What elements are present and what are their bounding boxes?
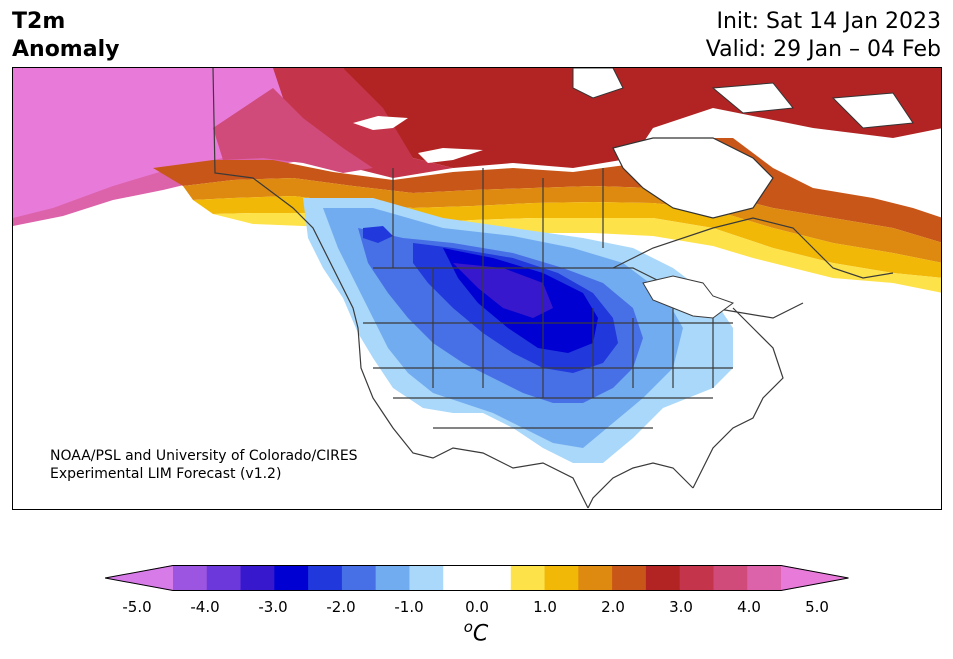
great-bear-lake: [353, 116, 408, 130]
colorbar-bin: [612, 565, 647, 591]
colorbar-bins: [173, 565, 782, 591]
colorbar-bin: [544, 565, 579, 591]
map-title: T2m Anomaly: [12, 8, 119, 64]
colorbar-tick-label: 4.0: [737, 598, 761, 616]
colorbar-tick-label: 5.0: [805, 598, 829, 616]
colorbar-tick-label: 2.0: [601, 598, 625, 616]
forecast-dates: Init: Sat 14 Jan 2023 Valid: 29 Jan – 04…: [706, 8, 941, 64]
colorbar-bin: [274, 565, 309, 591]
colorbar-bin: [173, 565, 208, 591]
credit-note: NOAA/PSL and University of Colorado/CIRE…: [50, 447, 358, 483]
colorbar-tick-label: 3.0: [669, 598, 693, 616]
credit-line-2: Experimental LIM Forecast (v1.2): [50, 466, 282, 482]
hudson-bay: [612, 137, 774, 219]
valid-range: Valid: 29 Jan – 04 Feb: [705, 37, 941, 62]
colorbar-bin: [341, 565, 377, 591]
colorbar-bin: [308, 565, 343, 591]
colorbar-high-extend: [781, 565, 849, 591]
colorbar-bin: [375, 565, 410, 591]
colorbar-tick-label: -1.0: [394, 598, 424, 616]
colorbar-tick-label: 0.0: [465, 598, 489, 616]
colorbar-tick-label: -2.0: [326, 598, 356, 616]
colorbar-ticks: -5.0 -4.0 -3.0 -2.0 -1.0 0.0 1.0 2.0 3.0 4.0 5.0: [0, 598, 953, 618]
map-canvas: [13, 68, 941, 509]
cold-small-core: [363, 226, 393, 243]
canada-north-red: [343, 68, 941, 168]
variable-label: T2m: [12, 9, 66, 34]
colorbar-bin: [443, 565, 512, 591]
colorbar-tick-label: -4.0: [190, 598, 220, 616]
colorbar-tick-label: -3.0: [258, 598, 288, 616]
arctic-water: [572, 68, 914, 129]
great-lakes: [642, 275, 735, 319]
colorbar-bin: [510, 565, 546, 591]
colorbar-tick-label: -5.0: [122, 598, 152, 616]
quantity-label: Anomaly: [12, 37, 120, 62]
colorbar-bin: [240, 565, 275, 591]
colorbar-bin: [409, 565, 444, 591]
colorbar-units: oC: [464, 618, 489, 646]
boundaries: [212, 68, 894, 509]
great-slave-lake: [418, 148, 483, 163]
colorbar-bin: [578, 565, 613, 591]
colorbar-bin: [645, 565, 681, 591]
units-degree: o: [463, 618, 473, 636]
units-letter: C: [472, 621, 489, 647]
colorbar-bin: [679, 565, 714, 591]
canada-band-rose: [213, 88, 373, 173]
colorbar-bin: [206, 565, 242, 591]
cold-core-purple: [453, 263, 553, 318]
colorbar-tick-label: 1.0: [533, 598, 557, 616]
colorbar-bin: [713, 565, 748, 591]
init-date: Init: Sat 14 Jan 2023: [716, 9, 941, 34]
colorbar-low-extend: [105, 565, 173, 591]
colorbar: [105, 565, 849, 591]
canada-band-yellow: [213, 213, 941, 293]
colorbar-outline: [105, 565, 849, 591]
anomaly-map: NOAA/PSL and University of Colorado/CIRE…: [12, 67, 942, 510]
colorbar-bin: [747, 565, 782, 591]
credit-line-1: NOAA/PSL and University of Colorado/CIRE…: [50, 448, 358, 464]
